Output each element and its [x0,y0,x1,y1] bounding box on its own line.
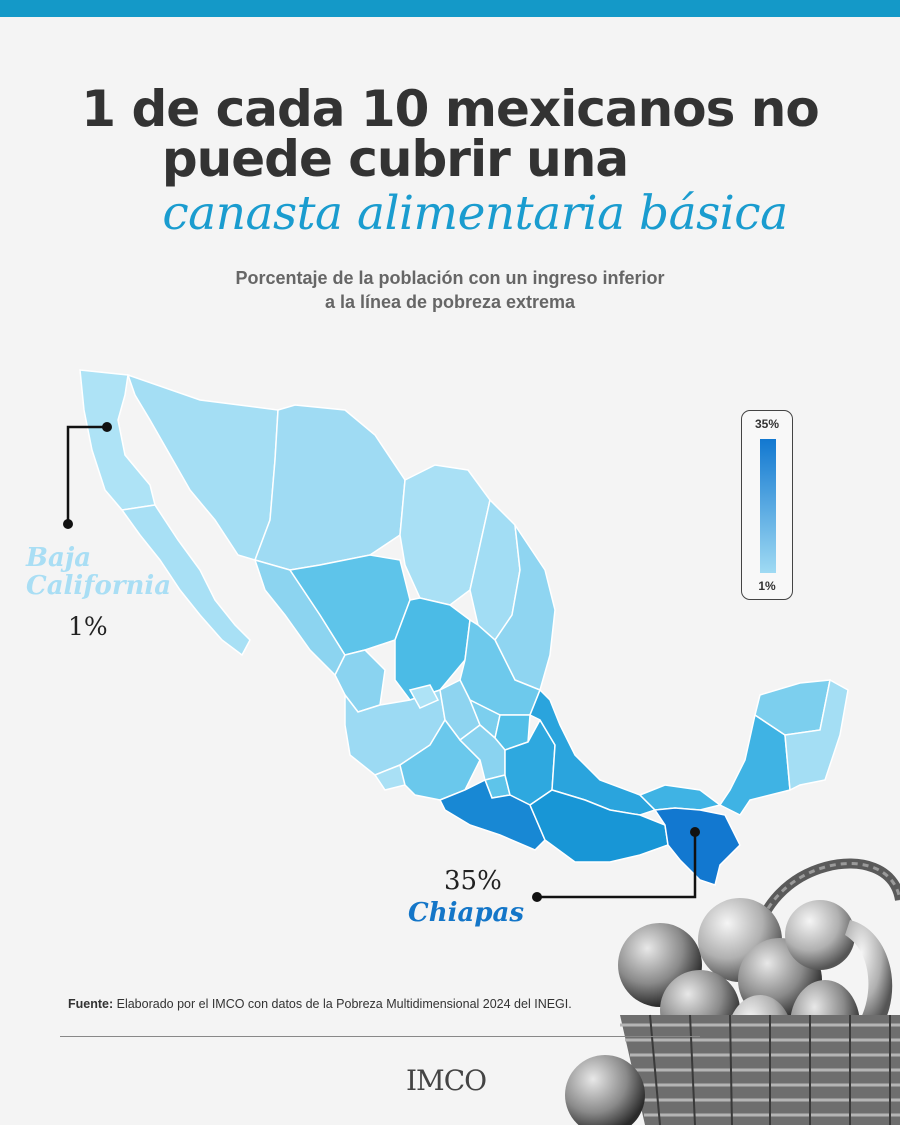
callout-max-state: Chiapas [408,898,524,928]
callout-dot-chiapas-map [690,827,700,837]
subtitle: Porcentaje de la población con un ingres… [0,266,900,314]
state-nayarit [334,649,386,713]
legend-min-label: 1% [758,579,776,593]
subtitle-line1: Porcentaje de la población con un ingres… [235,268,665,288]
source-label: Fuente: [68,997,114,1011]
callout-dot-baja-california-label [63,519,73,529]
state-chiapas [653,807,741,886]
callout-line-baja-california [66,425,107,524]
fruit-basket-illustration [565,858,900,1125]
headline-line1: 1 de cada 10 mexicanos no [81,80,819,138]
state-baja-california-sur [120,504,251,657]
callout-min-state-line1: Baja [26,543,92,573]
source-text: Elaborado por el IMCO con datos de la Po… [113,997,572,1011]
state-aguascalientes [408,684,440,709]
legend-gradient-bar [760,439,776,573]
apple-icon [565,1055,645,1125]
state-tabasco [638,784,722,811]
state-chihuahua [254,404,406,571]
headline-accent: canasta alimentaria básica [162,186,788,241]
footer-divider [60,1036,700,1037]
callout-dot-chiapas-label [532,892,542,902]
headline: 1 de cada 10 mexicanos no puede cubrir u… [0,84,900,184]
state-zacatecas [394,597,471,701]
callout-min-state: Baja California [26,544,171,600]
state-quintana-roo [784,678,849,792]
state-baja-california [79,369,156,511]
subtitle-line2: a la línea de pobreza extrema [324,292,576,312]
source-note: Fuente: Elaborado por el IMCO con datos … [68,997,572,1011]
callout-line-chiapas [537,832,697,899]
color-legend: 35% 1% [741,410,793,600]
callout-max-value: 35% [444,866,502,896]
imco-logo: IMCO [406,1064,487,1097]
banana-icon [845,920,893,1030]
callout-dot-baja-california-map [102,422,112,432]
headline-line2: puede cubrir una [161,130,629,188]
callout-min-state-line2: California [26,571,172,601]
callout-min-value: 1% [68,612,108,641]
top-accent-bar [0,0,900,17]
apple-icon [785,900,855,970]
legend-max-label: 35% [754,417,780,431]
